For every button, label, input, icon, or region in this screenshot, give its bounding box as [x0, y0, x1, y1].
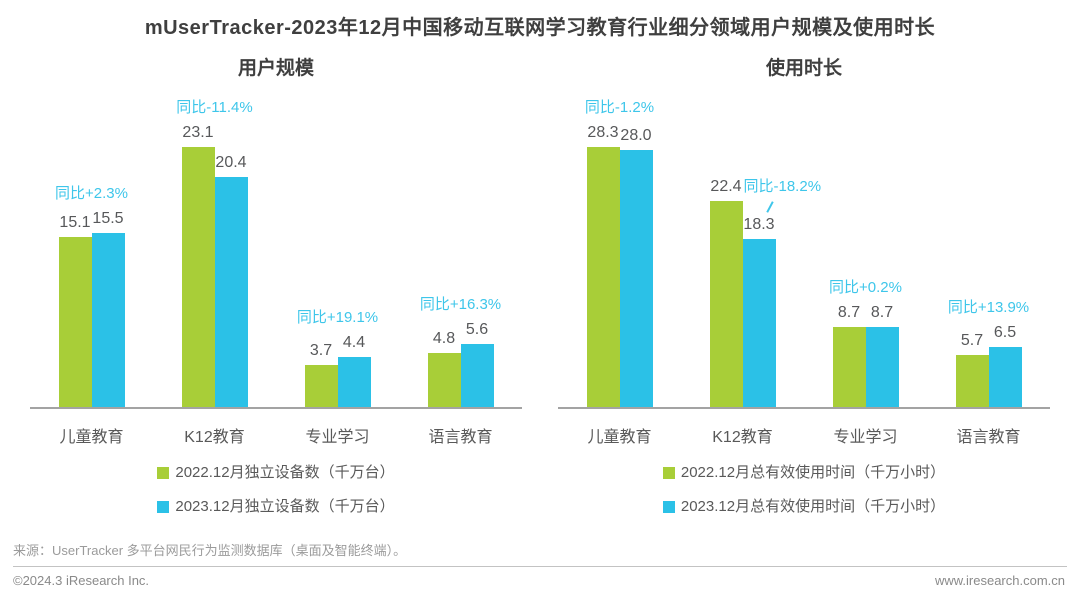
legend-label: 2022.12月总有效使用时间（千万小时）	[680, 464, 946, 481]
category-axis-usage-duration: 儿童教育 K12教育 专业学习 语言教育	[558, 423, 1050, 447]
value-label: 18.3	[743, 216, 775, 233]
chart-panel-usage-duration: 使用时长 28.3 28.0 同比-1.2% 22.4 18.3 同比-18.2% 8.7 8…	[558, 56, 1050, 517]
chart-panel-user-scale: 用户规模 15.1 15.5 同比+2.3% 23.1 20.4 同比-11.4% 3.7 4…	[30, 56, 522, 517]
legend-label: 2023.12月独立设备数（千万台）	[175, 498, 395, 515]
bar-group: 23.1 20.4 同比-11.4%	[153, 86, 276, 407]
copyright-text: ©2024.3 iResearch Inc.	[13, 573, 150, 588]
bar-group: 3.7 4.4 同比+19.1%	[276, 86, 399, 407]
yoy-label: 同比+0.2%	[829, 279, 902, 296]
category-label: 专业学习	[305, 429, 370, 446]
bar	[742, 239, 776, 407]
bar	[832, 327, 866, 407]
yoy-label: 同比+2.3%	[55, 185, 128, 202]
bar-group: 5.7 6.5 同比+13.9%	[927, 86, 1050, 407]
yoy-label: 同比+19.1%	[296, 309, 379, 326]
bar-group: 22.4 18.3 同比-18.2%	[681, 86, 821, 407]
bar-group: 4.8 5.6 同比+16.3%	[399, 86, 522, 407]
value-label: 20.4	[215, 154, 247, 171]
bar	[304, 365, 338, 407]
value-label: 23.1	[182, 124, 214, 141]
bar	[709, 201, 743, 407]
website-text: www.iresearch.com.cn	[934, 573, 1065, 588]
source-note: 来源：UserTracker 多平台网民行为监测数据库（桌面及智能终端）。	[13, 543, 407, 558]
legend-swatch	[662, 467, 675, 479]
value-label: 8.7	[870, 304, 894, 321]
yoy-connector-line	[765, 201, 774, 213]
category-axis-user-scale: 儿童教育 K12教育 专业学习 语言教育	[30, 423, 522, 447]
plot-area-usage-duration: 28.3 28.0 同比-1.2% 22.4 18.3 同比-18.2% 8.7 8.7 同比+…	[558, 86, 1050, 409]
page-title: mUserTracker-2023年12月中国移动互联网学习教育行业细分领域用户…	[144, 17, 936, 39]
yoy-label: 同比-18.2%	[743, 178, 822, 195]
category-label: K12教育	[712, 429, 773, 446]
legend-item: 2022.12月总有效使用时间（千万小时）	[662, 463, 946, 483]
yoy-label: 同比+16.3%	[419, 296, 502, 313]
bar	[955, 355, 989, 407]
bar	[427, 353, 461, 407]
category-label: 儿童教育	[587, 429, 652, 446]
category-label: K12教育	[184, 429, 245, 446]
bar	[865, 327, 899, 407]
value-label: 5.6	[465, 321, 489, 338]
category-label: 儿童教育	[59, 429, 124, 446]
bar	[460, 344, 494, 407]
value-label: 8.7	[837, 304, 861, 321]
bar	[619, 150, 653, 407]
legend-item: 2023.12月总有效使用时间（千万小时）	[662, 497, 946, 517]
legend-swatch	[157, 501, 170, 513]
bar-group: 8.7 8.7 同比+0.2%	[804, 86, 927, 407]
chart-title-user-scale: 用户规模	[237, 58, 314, 79]
bar	[91, 233, 125, 407]
value-label: 15.5	[92, 210, 124, 227]
value-label: 28.3	[587, 124, 619, 141]
plot-area-user-scale: 15.1 15.5 同比+2.3% 23.1 20.4 同比-11.4% 3.7 4.4 同比+…	[30, 86, 522, 409]
bar	[337, 357, 371, 407]
category-label: 语言教育	[428, 429, 493, 446]
legend-swatch	[662, 501, 675, 513]
yoy-label: 同比+13.9%	[947, 299, 1030, 316]
bar	[988, 347, 1022, 407]
legend-usage-duration: 2022.12月总有效使用时间（千万小时） 2023.12月总有效使用时间（千万小…	[558, 463, 1050, 517]
category-label: 专业学习	[833, 429, 898, 446]
bar-group: 28.3 28.0 同比-1.2%	[558, 86, 681, 407]
bar	[58, 237, 92, 407]
chart-title-usage-duration: 使用时长	[765, 58, 842, 79]
value-label: 28.0	[620, 127, 652, 144]
footer: ©2024.3 iResearch Inc. www.iresearch.com…	[13, 573, 1065, 588]
value-label: 6.5	[993, 324, 1017, 341]
legend-item: 2023.12月独立设备数（千万台）	[157, 497, 395, 517]
legend-item: 2022.12月独立设备数（千万台）	[157, 463, 395, 483]
value-label: 5.7	[960, 332, 984, 349]
charts-row: 用户规模 15.1 15.5 同比+2.3% 23.1 20.4 同比-11.4% 3.7 4…	[0, 56, 1080, 517]
legend-label: 2022.12月独立设备数（千万台）	[175, 464, 395, 481]
value-label: 3.7	[309, 342, 333, 359]
value-label: 22.4	[710, 178, 742, 195]
footer-divider	[13, 566, 1067, 567]
bar	[586, 147, 620, 407]
yoy-label: 同比-11.4%	[176, 99, 253, 116]
legend-user-scale: 2022.12月独立设备数（千万台） 2023.12月独立设备数（千万台）	[30, 463, 522, 517]
bar	[214, 177, 248, 407]
bar	[181, 147, 215, 407]
bar-group: 15.1 15.5 同比+2.3%	[30, 86, 153, 407]
legend-swatch	[157, 467, 170, 479]
category-label: 语言教育	[956, 429, 1021, 446]
yoy-label: 同比-1.2%	[584, 99, 655, 116]
value-label: 4.8	[432, 330, 456, 347]
value-label: 15.1	[59, 214, 91, 231]
value-label: 4.4	[342, 334, 366, 351]
legend-label: 2023.12月总有效使用时间（千万小时）	[680, 498, 946, 515]
